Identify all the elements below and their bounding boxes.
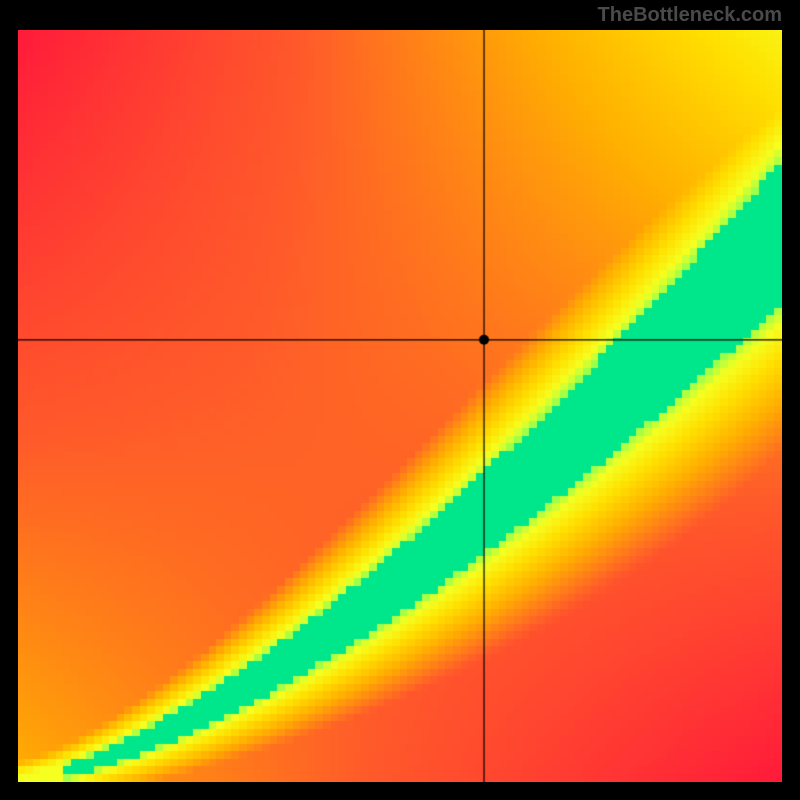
bottleneck-heatmap [18,30,782,782]
chart-container: TheBottleneck.com [0,0,800,800]
watermark-text: TheBottleneck.com [598,4,782,27]
